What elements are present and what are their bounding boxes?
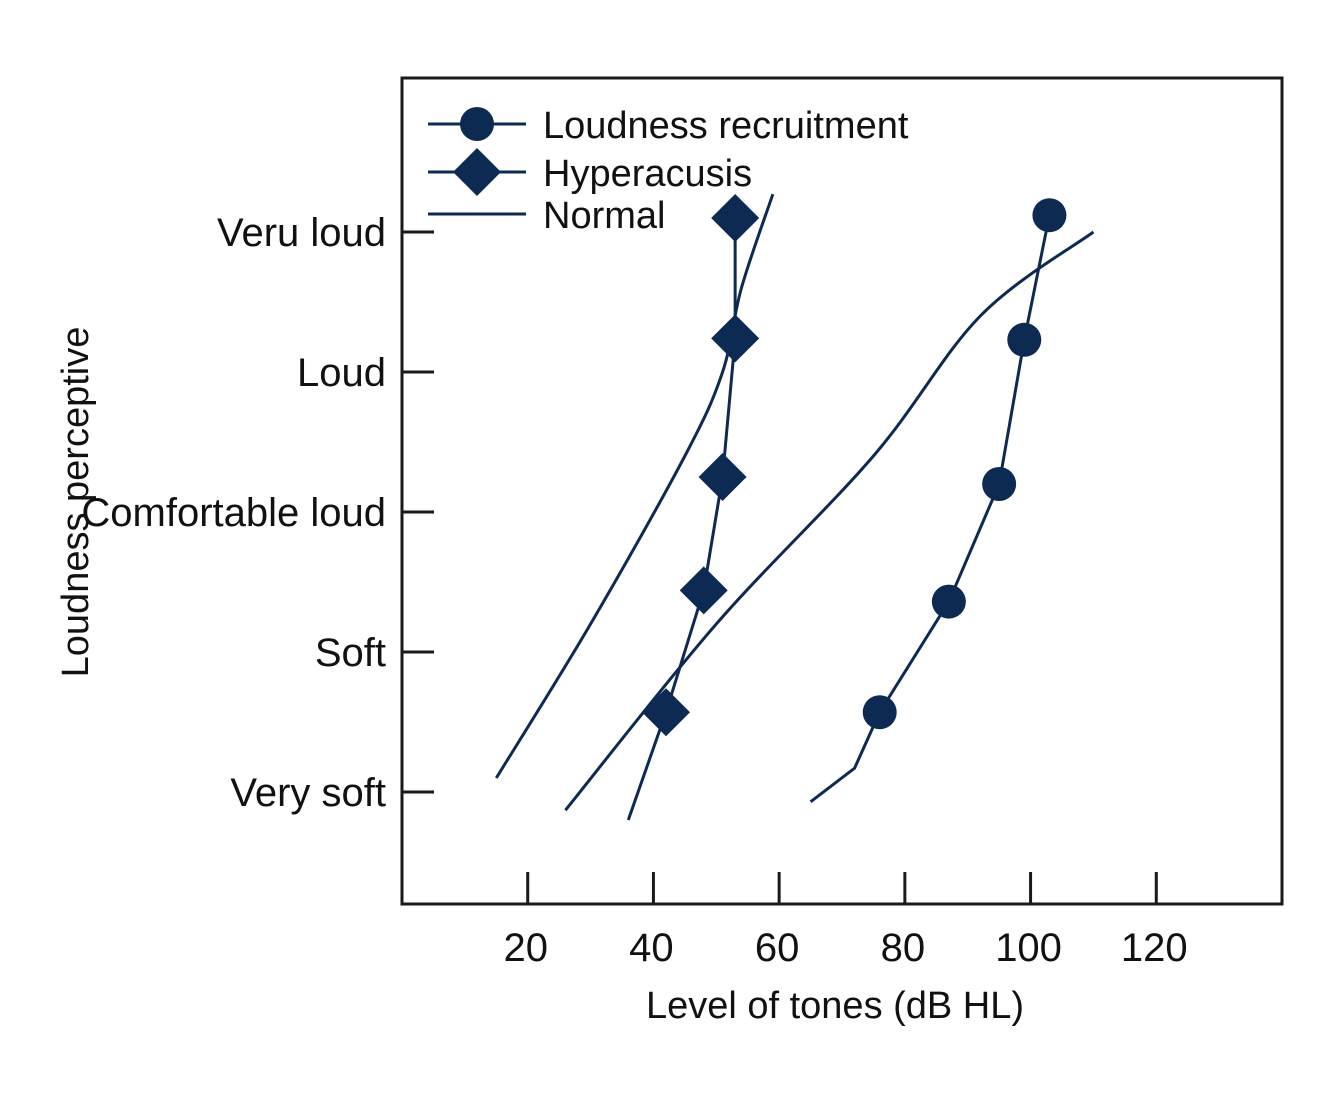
data-point bbox=[931, 584, 966, 619]
x-tick-label: 80 bbox=[881, 926, 926, 970]
y-tick-label: Loud bbox=[297, 351, 386, 395]
legend-label: Loudness recruitment bbox=[543, 105, 909, 147]
series-line bbox=[809, 214, 1051, 803]
series-hyperacusis-1 bbox=[626, 194, 760, 821]
legend-label: Normal bbox=[543, 195, 665, 237]
x-tick-label: 100 bbox=[995, 926, 1062, 970]
y-tick-label: Veru loud bbox=[217, 211, 386, 255]
y-axis: Very soft Soft Comfortable loud Loud Veru lo… bbox=[81, 211, 434, 815]
y-tick-label: Soft bbox=[315, 631, 386, 675]
series-line bbox=[564, 230, 1095, 812]
data-point bbox=[698, 453, 747, 501]
series-line bbox=[495, 193, 775, 779]
legend-item: Loudness recruitment bbox=[428, 105, 909, 147]
y-tick-label: Comfortable loud bbox=[81, 491, 386, 535]
y-axis-label: Loudness perceptive bbox=[55, 327, 97, 678]
legend-marker-circle bbox=[460, 107, 494, 141]
data-point bbox=[711, 194, 760, 242]
series-normal-3 bbox=[564, 230, 1095, 812]
x-axis-label: Level of tones (dB HL) bbox=[646, 985, 1024, 1027]
y-tick-label: Very soft bbox=[230, 771, 386, 815]
x-tick-label: 40 bbox=[629, 926, 674, 970]
series-normal-2 bbox=[495, 193, 775, 779]
plot-frame bbox=[400, 76, 1284, 906]
data-point bbox=[1032, 198, 1067, 233]
data-point bbox=[1007, 322, 1042, 357]
series-line bbox=[626, 218, 737, 821]
data-point bbox=[642, 688, 690, 737]
series-loudness-recruitment-0 bbox=[809, 198, 1067, 803]
data-point bbox=[982, 467, 1017, 501]
data-point bbox=[679, 566, 728, 615]
legend-item: Normal bbox=[428, 195, 665, 237]
legend-item: Hyperacusis bbox=[428, 148, 752, 196]
data-point bbox=[711, 314, 760, 363]
series-layer bbox=[495, 193, 1095, 821]
x-tick-label: 20 bbox=[503, 926, 548, 970]
data-point bbox=[862, 695, 897, 730]
legend-label: Hyperacusis bbox=[543, 153, 752, 195]
x-tick-label: 120 bbox=[1121, 926, 1188, 970]
legend-marker-diamond bbox=[453, 148, 501, 196]
x-tick-label: 60 bbox=[755, 926, 800, 970]
x-axis: 20 40 60 80 100 120 bbox=[503, 872, 1188, 970]
